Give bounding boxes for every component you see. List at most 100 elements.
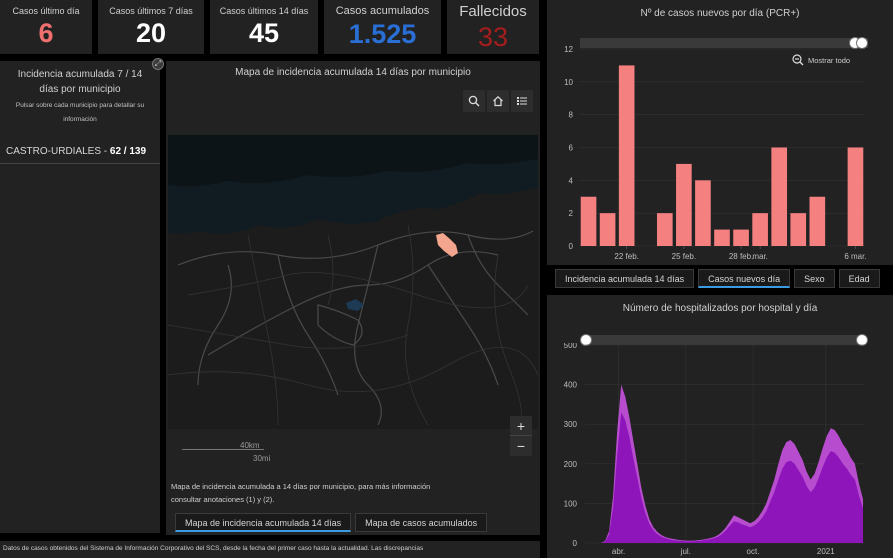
list-icon — [517, 97, 527, 105]
y-tick-label: 400 — [564, 381, 578, 390]
bar — [695, 180, 711, 246]
bar — [676, 163, 692, 246]
bar — [599, 213, 616, 246]
hosp-slider-handle[interactable] — [856, 334, 868, 346]
municipio-sep: - — [101, 146, 110, 157]
bar — [618, 65, 635, 247]
kpi-label: Casos último día — [12, 6, 80, 16]
x-tick-label: 22 feb. — [614, 252, 638, 261]
y-tick-label: 10 — [564, 78, 573, 87]
x-tick-label: oct. — [747, 547, 760, 556]
kpi-ultimos-14: Casos últimos 14 días 45 — [210, 0, 318, 54]
scale-mi: 30mi — [253, 454, 271, 463]
tab-sexo[interactable]: Sexo — [794, 269, 835, 288]
kpi-value: 6 — [38, 18, 54, 48]
x-tick-label: 28 feb. — [729, 252, 753, 261]
kpi-ultimo-dia: Casos último día 6 — [0, 0, 92, 54]
scale-line — [182, 449, 264, 450]
kpi-value: 33 — [477, 22, 509, 52]
y-tick-label: 100 — [564, 499, 578, 508]
kpi-value: 1.525 — [348, 19, 417, 49]
hosp-range-slider[interactable] — [585, 335, 864, 345]
expand-icon[interactable]: ⤢ — [152, 58, 164, 70]
tab-mapa-incidencia[interactable]: Mapa de incidencia acumulada 14 días — [175, 513, 352, 532]
area-series — [601, 412, 863, 543]
panel-divider — [0, 163, 160, 164]
show-all-label: Mostrar todo — [808, 55, 851, 65]
map-note: Mapa de incidencia acumulada a 14 días p… — [171, 482, 431, 504]
kpi-label: Casos últimos 7 días — [109, 6, 193, 16]
x-tick-label: mar. — [752, 252, 768, 261]
map-search-button[interactable] — [463, 90, 485, 112]
bar — [656, 213, 673, 246]
bar — [580, 196, 597, 246]
map-tabs: Mapa de incidencia acumulada 14 días Map… — [175, 513, 488, 532]
daily-range-slider[interactable] — [580, 38, 868, 48]
footer-note: Datos de casos obtenidos del Sistema de … — [0, 541, 540, 558]
kpi-label: Casos acumulados — [335, 5, 430, 17]
y-tick-label: 200 — [564, 460, 578, 469]
kpi-value: 45 — [248, 18, 280, 48]
y-tick-label: 6 — [569, 144, 574, 153]
municipio-panel-hint: Pulsar sobre cada municipio para detalla… — [15, 102, 145, 123]
hospitalized-panel: Número de hospitalizados por hospital y … — [547, 295, 893, 558]
municipio-selection[interactable]: CASTRO-URDIALES - 62 / 139 — [0, 146, 160, 157]
daily-cases-chart[interactable]: 0 2 4 6 8 10 12 22 feb. 25 feb. 28 feb. mar. 6 mar. — [547, 40, 893, 265]
map-panel: Mapa de incidencia acumulada 14 días por… — [166, 61, 540, 535]
x-tick-label: 6 mar. — [844, 252, 866, 261]
tab-incidencia-14[interactable]: Incidencia acumulada 14 días — [555, 269, 695, 288]
bar — [809, 196, 826, 246]
daily-chart-title: Nº de casos nuevos por día (PCR+) — [640, 8, 800, 19]
y-tick-label: 0 — [573, 539, 578, 548]
municipio-name: CASTRO-URDIALES — [6, 146, 102, 157]
bar — [752, 213, 768, 246]
x-tick-label: 25 feb. — [672, 252, 696, 261]
bar — [771, 147, 788, 246]
y-tick-label: 8 — [569, 111, 574, 120]
show-all-button[interactable]: Mostrar todo — [792, 54, 850, 66]
home-icon — [493, 95, 503, 107]
y-tick-label: 12 — [564, 45, 573, 54]
daily-cases-panel: Nº de casos nuevos por día (PCR+) Mostra… — [547, 0, 893, 265]
kpi-label: Casos últimos 14 días — [219, 6, 309, 16]
kpi-value: 20 — [135, 18, 167, 48]
daily-slider-handle[interactable] — [856, 37, 868, 49]
municipio-panel: Incidencia acumulada 7 / 14 días por mun… — [0, 61, 160, 533]
daily-chart-tabs: Incidencia acumulada 14 días Casos nuevo… — [555, 269, 880, 288]
zoom-controls: + − — [510, 416, 532, 456]
map-canvas[interactable] — [168, 135, 538, 429]
bar — [714, 229, 730, 246]
municipio-incidence: 62 / 139 — [109, 146, 147, 157]
hospitalized-chart[interactable]: 0 100 200 300 400 500 abr. jul. oct. 2021 — [547, 343, 893, 558]
bar — [847, 147, 864, 246]
map-title: Mapa de incidencia acumulada 14 días por… — [235, 67, 471, 78]
y-tick-label: 500 — [564, 343, 578, 350]
hosp-slider-handle[interactable] — [580, 334, 592, 346]
hosp-chart-title: Número de hospitalizados por hospital y … — [622, 303, 818, 314]
tab-edad[interactable]: Edad — [838, 269, 880, 288]
kpi-fallecidos: Fallecidos 33 — [447, 0, 539, 54]
x-tick-label: 2021 — [817, 547, 835, 556]
bar — [733, 229, 749, 246]
y-tick-label: 2 — [569, 209, 574, 218]
tab-mapa-casos[interactable]: Mapa de casos acumulados — [355, 513, 488, 532]
kpi-ultimos-7: Casos últimos 7 días 20 — [98, 0, 204, 54]
tab-casos-nuevos[interactable]: Casos nuevos día — [698, 269, 791, 288]
x-tick-label: jul. — [680, 547, 691, 556]
map-home-button[interactable] — [487, 90, 509, 112]
zoom-in-button[interactable]: + — [510, 416, 532, 436]
map-scale-bar: 40km 30mi — [182, 438, 270, 464]
municipio-panel-title: Incidencia acumulada 7 / 14 días por mun… — [17, 69, 143, 95]
kpi-acumulados: Casos acumulados 1.525 — [324, 0, 441, 54]
search-icon — [468, 95, 480, 107]
scale-km: 40km — [240, 441, 260, 450]
y-tick-label: 300 — [564, 420, 578, 429]
y-tick-label: 4 — [569, 176, 574, 185]
y-tick-label: 0 — [569, 242, 574, 251]
x-tick-label: abr. — [612, 547, 625, 556]
map-legend-button[interactable] — [511, 90, 533, 112]
kpi-label: Fallecidos — [459, 3, 527, 20]
zoom-out-icon — [792, 54, 804, 66]
bar — [790, 213, 807, 246]
zoom-out-button[interactable]: − — [516, 438, 526, 454]
